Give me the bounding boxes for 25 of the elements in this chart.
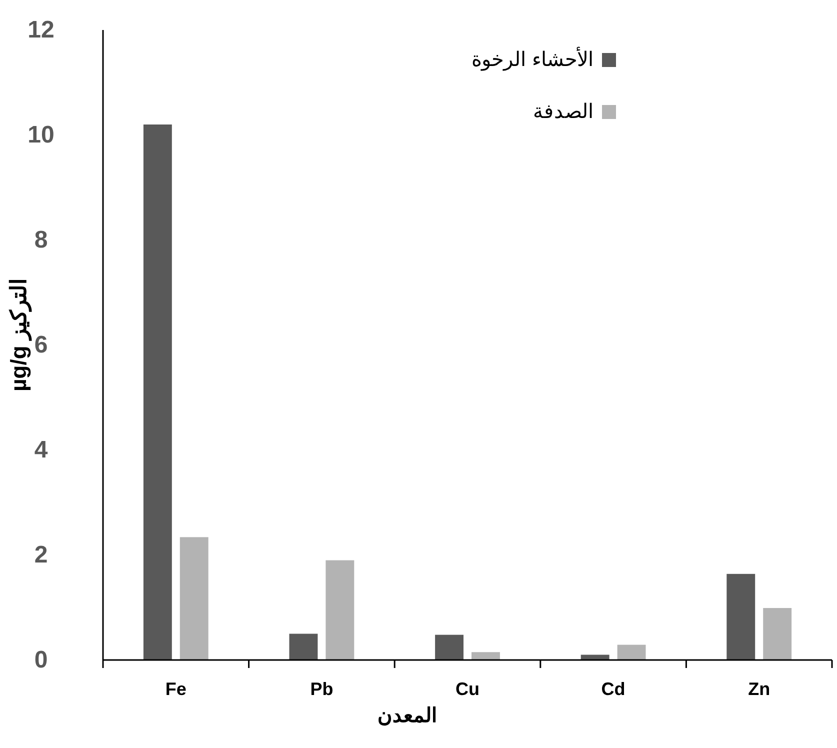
y-tick-label: 12 (28, 16, 54, 44)
y-tick-label: 2 (34, 542, 48, 568)
x-tick-label: Pb (310, 678, 334, 699)
bar (435, 634, 464, 660)
x-tick-label: Cd (601, 678, 626, 699)
bar (472, 652, 500, 660)
x-tick-label: Fe (165, 678, 186, 699)
bar (617, 644, 646, 660)
bar (726, 574, 756, 660)
x-axis-title: المعدن (378, 705, 438, 727)
y-axis-title: التركيز µg/g (6, 278, 32, 392)
bar (326, 560, 354, 660)
bar (143, 124, 172, 660)
x-tick-label: Zn (748, 678, 770, 699)
x-tick-label: Cu (456, 678, 480, 699)
legend-label: الأحشاء الرخوة (471, 46, 594, 71)
y-tick-label: 6 (34, 332, 48, 358)
bar (763, 608, 792, 660)
y-tick-label: 0 (34, 646, 48, 674)
y-tick-label: 4 (34, 436, 48, 464)
y-tick-label: 8 (34, 226, 48, 254)
bar (180, 537, 208, 660)
legend-label: الصدفة (533, 101, 594, 123)
bar (289, 634, 318, 660)
y-tick-label: 10 (28, 122, 54, 148)
